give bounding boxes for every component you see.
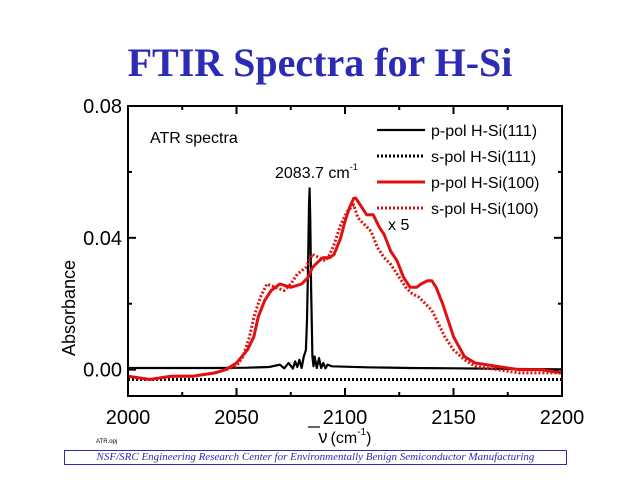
slide-title: FTIR Spectra for H-Si	[128, 40, 513, 85]
x-tick-label: 2100	[323, 407, 368, 429]
peak-text: 2083.7 cm	[275, 165, 350, 182]
y-axis-label: Absorbance	[59, 260, 79, 356]
footer-box	[64, 450, 567, 465]
x-tick-label: 2050	[214, 407, 259, 429]
x-axis-symbol: ν	[319, 427, 328, 447]
legend: p-pol H-Si(111) s-pol H-Si(111) p-pol H-Si…	[377, 123, 539, 218]
legend-label-p-pol-h-si-111: p-pol H-Si(111)	[431, 123, 537, 140]
x-tick-label: 2000	[106, 407, 151, 429]
scale-annotation: x 5	[388, 217, 409, 234]
x-axis-exp: -1	[357, 427, 366, 438]
x-axis-unit: (cm	[331, 430, 358, 447]
file-label: ATR.opj	[96, 439, 117, 445]
peak-exp: -1	[350, 162, 358, 172]
x-axis-close: )	[366, 430, 371, 447]
footer-text: NSF/SRC Engineering Research Center for …	[96, 451, 535, 463]
x-tick-label: 2200	[540, 407, 585, 429]
legend-label-p-pol-h-si-100: p-pol H-Si(100)	[431, 175, 539, 192]
x-tick-label: 2150	[431, 407, 476, 429]
series-line-s-pol-h-si-100	[128, 203, 562, 381]
legend-label-s-pol-h-si-111: s-pol H-Si(111)	[431, 149, 536, 166]
y-tick-label: 0.04	[83, 228, 122, 250]
peak-annotation: 2083.7 cm-1	[275, 162, 358, 182]
y-tick-label: 0.00	[83, 360, 122, 382]
series-line-p-pol-h-si-111	[128, 187, 562, 371]
ticks-layer: 2000 2050 2100 2150 2200 0.00 0.04 0.08	[83, 96, 584, 429]
x-axis-label: ν (cm-1)	[319, 427, 372, 447]
series-layer	[128, 187, 562, 381]
panel-label: ATR spectra	[150, 130, 238, 147]
series-line-p-pol-h-si-100	[128, 196, 562, 381]
legend-label-s-pol-h-si-100: s-pol H-Si(100)	[431, 201, 539, 218]
y-tick-label: 0.08	[83, 96, 122, 118]
